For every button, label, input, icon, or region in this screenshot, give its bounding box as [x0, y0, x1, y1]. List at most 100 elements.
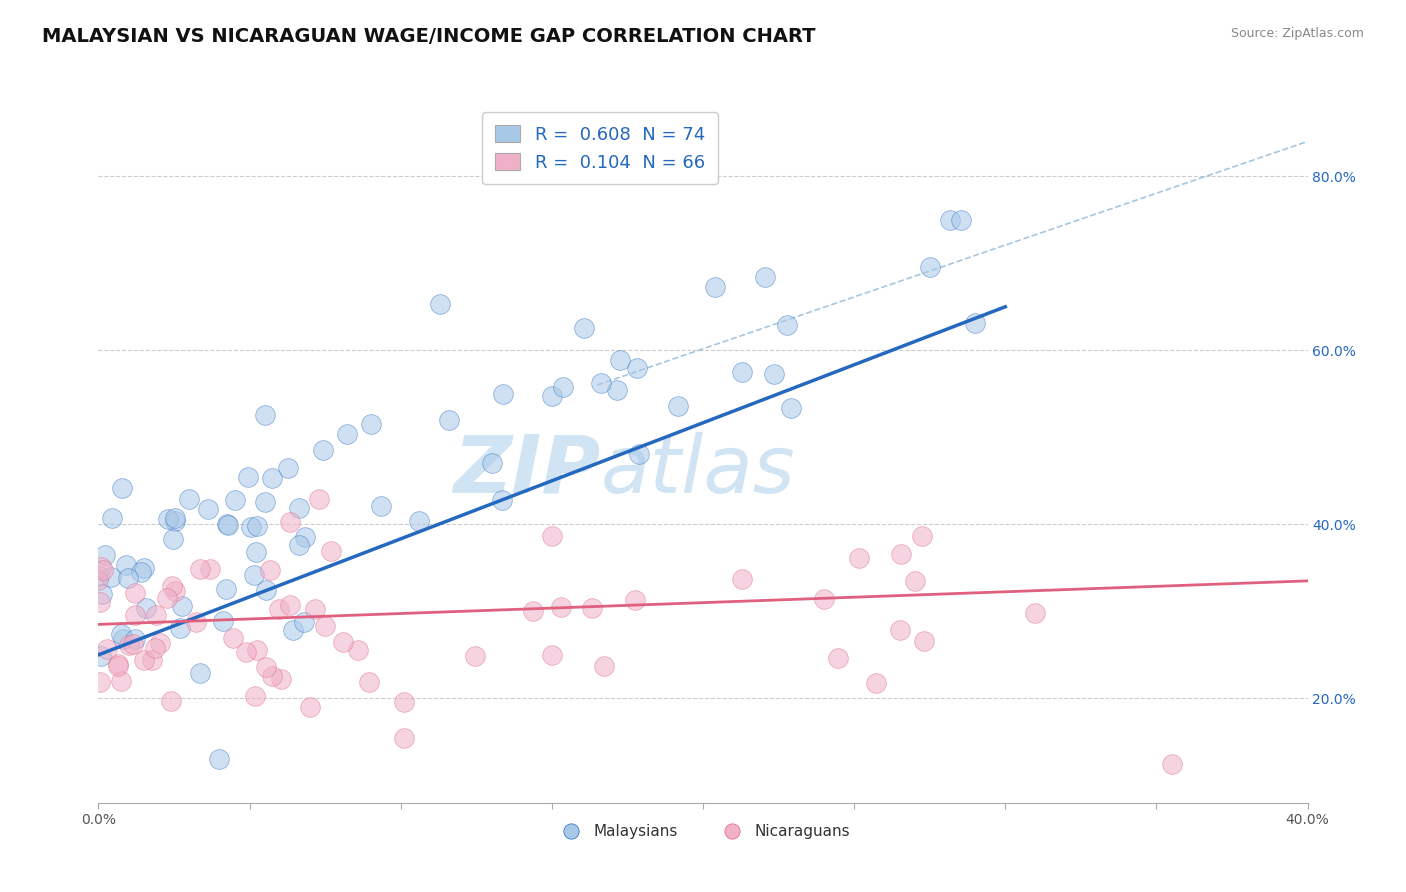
Point: [132, 653, 155, 667]
Text: MALAYSIAN VS NICARAGUAN WAGE/INCOME GAP CORRELATION CHART: MALAYSIAN VS NICARAGUAN WAGE/INCOME GAP …: [42, 27, 815, 45]
Point: [90, 649, 112, 664]
Point: [217, 518, 239, 533]
Point: [553, 380, 575, 394]
Point: [963, 316, 986, 330]
Point: [169, 621, 191, 635]
Point: [243, 690, 266, 704]
Point: [347, 643, 370, 657]
Point: [319, 544, 342, 558]
Point: [593, 659, 616, 673]
Point: [904, 574, 927, 588]
Point: [731, 365, 754, 379]
Point: [336, 427, 359, 442]
Point: [628, 447, 651, 461]
Point: [889, 547, 911, 561]
Point: [491, 493, 513, 508]
Point: [118, 638, 141, 652]
Point: [522, 604, 544, 618]
Point: [889, 623, 911, 637]
Point: [254, 660, 277, 674]
Point: [177, 491, 200, 506]
Point: [392, 695, 415, 709]
Point: [156, 591, 179, 606]
Point: [1024, 606, 1046, 620]
Point: [703, 279, 725, 293]
Point: [606, 383, 628, 397]
Point: [312, 443, 335, 458]
Point: [124, 632, 146, 646]
Point: [122, 638, 145, 652]
Point: [581, 601, 603, 615]
Point: [550, 599, 572, 614]
Point: [260, 471, 283, 485]
Point: [623, 593, 645, 607]
Point: [288, 500, 311, 515]
Point: [124, 608, 146, 623]
Point: [278, 598, 301, 612]
Point: [163, 515, 186, 529]
Point: [117, 571, 139, 585]
Point: [865, 675, 887, 690]
Point: [267, 602, 290, 616]
Point: [572, 321, 595, 335]
Point: [100, 570, 122, 584]
Point: [101, 510, 124, 524]
Point: [236, 469, 259, 483]
Point: [827, 651, 849, 665]
Point: [143, 641, 166, 656]
Point: [776, 318, 799, 332]
Point: [160, 579, 183, 593]
Point: [188, 562, 211, 576]
Point: [115, 558, 138, 572]
Point: [224, 492, 246, 507]
Point: [626, 361, 648, 376]
Point: [780, 401, 803, 415]
Point: [609, 353, 631, 368]
Point: [589, 376, 612, 390]
Point: [299, 700, 322, 714]
Point: [111, 482, 134, 496]
Point: [408, 515, 430, 529]
Point: [754, 269, 776, 284]
Point: [394, 731, 416, 745]
Point: [491, 386, 513, 401]
Text: Source: ZipAtlas.com: Source: ZipAtlas.com: [1230, 27, 1364, 40]
Point: [246, 643, 269, 657]
Point: [254, 582, 277, 597]
Point: [439, 413, 461, 427]
Point: [360, 417, 382, 431]
Point: [149, 636, 172, 650]
Point: [89, 595, 111, 609]
Point: [918, 260, 941, 275]
Point: [429, 296, 451, 310]
Point: [731, 572, 754, 586]
Point: [94, 548, 117, 562]
Point: [277, 460, 299, 475]
Point: [172, 599, 194, 613]
Point: [912, 634, 935, 648]
Point: [950, 212, 973, 227]
Point: [90, 587, 112, 601]
Point: [87, 573, 110, 587]
Point: [1160, 756, 1182, 771]
Point: [370, 499, 392, 513]
Point: [938, 212, 960, 227]
Point: [215, 516, 238, 531]
Point: [208, 752, 231, 766]
Point: [211, 614, 233, 628]
Legend: Malaysians, Nicaraguans: Malaysians, Nicaraguans: [550, 818, 856, 845]
Point: [145, 608, 167, 623]
Point: [222, 632, 245, 646]
Point: [481, 457, 503, 471]
Point: [186, 615, 208, 629]
Point: [110, 627, 132, 641]
Point: [110, 674, 132, 689]
Point: [848, 550, 870, 565]
Point: [107, 657, 129, 671]
Point: [283, 623, 305, 637]
Point: [90, 559, 112, 574]
Point: [215, 582, 238, 597]
Point: [294, 530, 316, 544]
Point: [246, 519, 269, 533]
Point: [304, 602, 326, 616]
